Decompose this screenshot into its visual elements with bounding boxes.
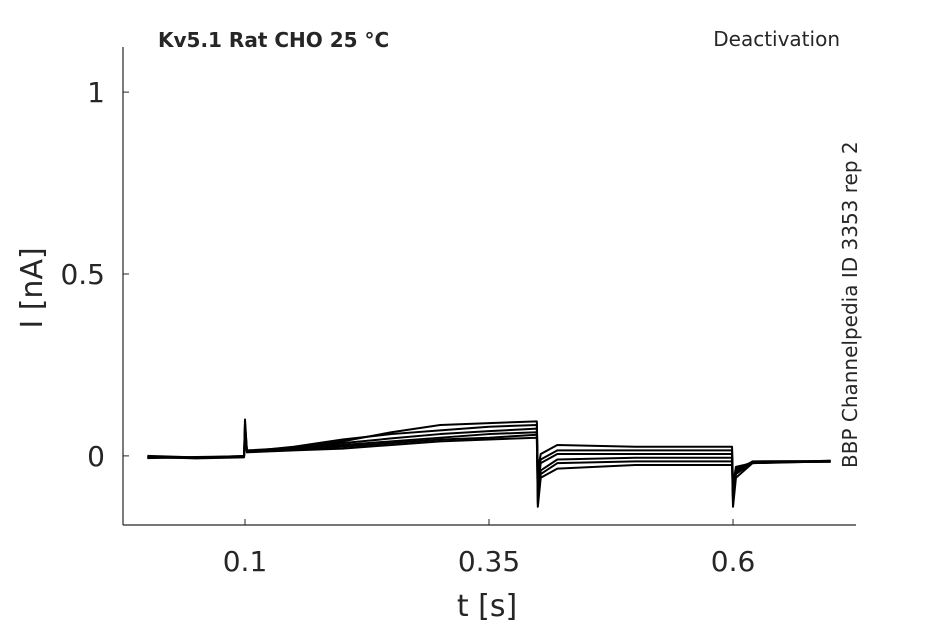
x-tick-label: 0.35 bbox=[458, 545, 520, 578]
trace bbox=[147, 422, 831, 508]
y-axis-label: I [nA] bbox=[15, 247, 50, 328]
trace bbox=[147, 420, 831, 486]
y-tick-label: 0 bbox=[87, 440, 105, 473]
y-tick-label: 0.5 bbox=[60, 258, 105, 291]
side-label: BBP Channelpedia ID 3353 rep 2 bbox=[838, 141, 862, 468]
annotation: Deactivation bbox=[713, 27, 840, 51]
x-axis-label: t [s] bbox=[457, 589, 517, 624]
x-tick-label: 0.1 bbox=[223, 545, 268, 578]
chart-title: Kv5.1 Rat CHO 25 °C bbox=[158, 28, 389, 52]
y-tick-label: 1 bbox=[87, 76, 105, 109]
x-tick-label: 0.6 bbox=[711, 545, 756, 578]
